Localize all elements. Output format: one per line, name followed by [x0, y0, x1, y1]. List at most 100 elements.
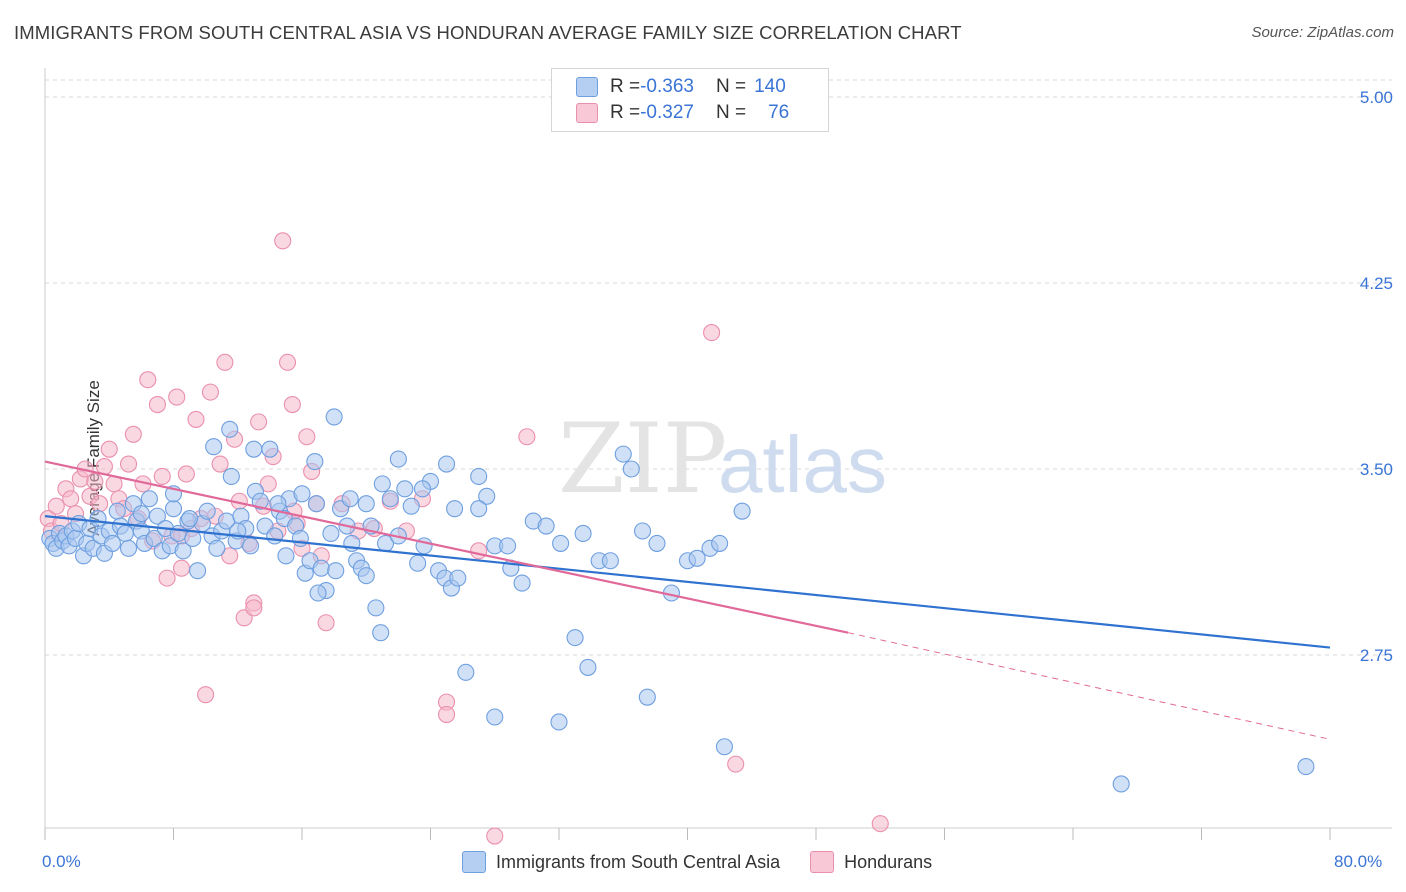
hondurans-point-21 [139, 371, 157, 389]
south-central-asia-point-78 [389, 450, 407, 468]
x-tick-label-max: 80.0% [1334, 852, 1383, 871]
y-tick-label-3: 5.00 [1360, 88, 1393, 107]
hondurans-point-75 [486, 827, 504, 845]
hondurans-point-66 [470, 542, 488, 560]
series-legend-item-hondurans[interactable]: Hondurans [810, 851, 932, 873]
south-central-asia-point-119 [550, 713, 568, 731]
hondurans-point-29 [177, 465, 195, 483]
south-central-asia-point-49 [242, 537, 260, 555]
south-central-asia-point-104 [648, 534, 666, 552]
series-swatch-pink [810, 851, 835, 873]
hondurans-point-54 [298, 428, 316, 446]
legend-row-hondurans: R = -0.327 N = 76 [576, 100, 789, 126]
south-central-asia-point-124 [341, 490, 359, 508]
legend-r-label: R = [610, 76, 641, 97]
hondurans-point-44 [250, 413, 268, 431]
hondurans-point-51 [283, 395, 301, 414]
south-central-asia-point-120 [638, 688, 656, 706]
hondurans-point-69 [727, 755, 745, 773]
gridlines [45, 79, 1392, 656]
south-central-asia-point-80 [402, 497, 420, 515]
trendline-south-central-asia [44, 515, 1331, 649]
south-central-asia-point-88 [457, 663, 475, 681]
south-central-asia-point-113 [245, 440, 263, 458]
trendlines [44, 460, 1331, 740]
hondurans-point-71 [245, 599, 263, 617]
south-central-asia-point-95 [537, 517, 555, 535]
south-central-asia-point-28 [145, 529, 163, 547]
axes [44, 68, 1392, 840]
hondurans-point-27 [168, 388, 186, 406]
south-central-asia-point-126 [470, 500, 488, 518]
hondurans-point-25 [158, 569, 176, 587]
hondurans-point-2 [47, 497, 65, 515]
south-central-asia-point-53 [261, 440, 279, 458]
hondurans-point-34 [201, 383, 219, 401]
series-legend-item-south-central-asia[interactable]: Immigrants from South Central Asia [462, 851, 780, 873]
south-central-asia-point-111 [205, 438, 223, 456]
hondurans-point-24 [153, 467, 171, 485]
y-tick-label-2: 4.25 [1360, 274, 1393, 293]
legend-n-value: 76 [768, 102, 790, 123]
south-central-asia-point-45 [222, 467, 240, 485]
south-central-asia-point-74 [367, 599, 385, 617]
series-swatch-blue [462, 851, 486, 873]
watermark: ZIP atlas [558, 403, 887, 515]
south-central-asia-point-89 [470, 467, 488, 485]
hondurans-point-33 [197, 686, 215, 704]
south-central-asia-point-81 [409, 554, 427, 572]
south-central-asia-point-129 [293, 485, 311, 503]
south-central-asia-point-107 [688, 549, 706, 567]
south-central-asia-point-66 [327, 562, 345, 580]
south-central-asia-point-118 [486, 708, 504, 726]
south-central-asia-point-109 [715, 738, 733, 756]
hondurans-point-49 [274, 232, 292, 250]
south-central-asia-point-114 [306, 453, 324, 471]
watermark-zip: ZIP [558, 403, 727, 515]
legend-swatch-blue [576, 77, 598, 97]
south-central-asia-point-79 [396, 480, 414, 498]
south-central-asia-point-102 [622, 460, 640, 478]
legend-n-value: 140 [754, 76, 786, 97]
south-central-asia-point-134 [446, 500, 464, 518]
south-central-asia-point-90 [478, 487, 496, 505]
hondurans-point-37 [216, 353, 234, 371]
hondurans-point-18 [124, 425, 142, 443]
hondurans-point-67 [518, 428, 536, 446]
south-central-asia-point-54 [266, 527, 284, 545]
y-tick-label-1: 3.50 [1360, 460, 1393, 479]
south-central-asia-point-96 [552, 534, 570, 552]
hondurans-point-31 [187, 410, 205, 428]
south-central-asia-point-139 [1297, 758, 1315, 776]
south-central-asia-point-116 [413, 480, 432, 498]
south-central-asia-point-132 [277, 547, 295, 565]
south-central-asia-point-117 [438, 455, 456, 473]
hondurans-point-11 [91, 495, 109, 513]
south-central-asia-point-92 [499, 537, 517, 555]
series-legend-label: Hondurans [844, 851, 933, 872]
south-central-asia-point-125 [373, 475, 391, 493]
south-central-asia-point-21 [116, 524, 134, 543]
south-central-asia-point-75 [372, 624, 390, 642]
south-central-asia-point-98 [579, 658, 597, 676]
south-central-asia-point-103 [633, 522, 652, 540]
south-central-asia-point-110 [733, 502, 751, 520]
y-tick-label-0: 2.75 [1360, 646, 1393, 665]
south-central-asia-point-63 [312, 559, 330, 577]
legend-swatch-pink [576, 103, 598, 123]
hondurans-point-5 [62, 490, 80, 508]
hondurans-point-36 [211, 455, 229, 473]
hondurans-point-10 [86, 472, 104, 490]
south-central-asia-point-112 [221, 420, 239, 438]
hondurans-point-13 [100, 440, 118, 458]
legend-n-label: N = [715, 102, 747, 123]
x-tick-label-min: 0.0% [42, 852, 81, 871]
south-central-asia-point-38 [189, 562, 207, 580]
series-legend-label: Immigrants from South Central Asia [496, 851, 781, 872]
trendline-hondurans [44, 460, 849, 634]
source-label: Source: ZipAtlas.com [1251, 24, 1394, 41]
legend-n-label: N = [715, 76, 747, 97]
south-central-asia-point-93 [513, 574, 531, 592]
south-central-asia-point-35 [174, 542, 192, 560]
